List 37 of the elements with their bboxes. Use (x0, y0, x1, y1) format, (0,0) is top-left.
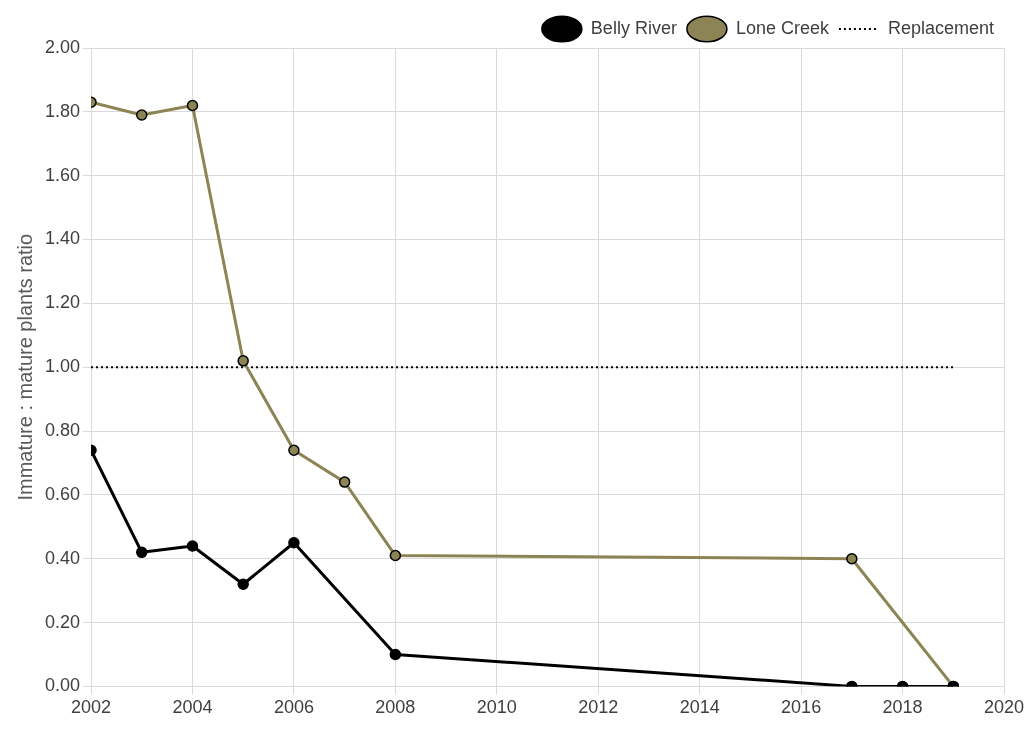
x-tick-label: 2004 (172, 697, 213, 718)
point (389, 549, 402, 562)
point (288, 444, 300, 456)
x-tick-label: 2018 (882, 697, 923, 718)
legend-label: Belly River (590, 17, 677, 38)
x-tick-label: 2006 (273, 697, 314, 718)
legend-label: Lone Creek (735, 17, 830, 38)
point (186, 99, 199, 112)
y-tick-label: 1.80 (44, 100, 81, 121)
y-tick-label: 0.00 (44, 675, 81, 696)
point (389, 648, 402, 661)
point (237, 355, 249, 367)
x-tick-label: 2010 (476, 697, 517, 718)
y-axis-title: Immature : mature plants ratio (13, 233, 36, 501)
legend-label: Replacement (887, 17, 994, 38)
point (288, 537, 300, 549)
y-tick-label: 1.00 (44, 356, 81, 377)
point (136, 546, 148, 559)
x-tick-label: 2012 (578, 697, 619, 718)
y-tick-label: 2.00 (44, 36, 81, 57)
x-tick-label: 2014 (679, 697, 720, 718)
y-tick-label: 0.20 (44, 611, 81, 632)
point (186, 540, 199, 552)
y-tick-label: 0.60 (44, 483, 81, 504)
x-tick-label: 2002 (71, 697, 112, 718)
point (237, 578, 249, 591)
x-tick-label: 2020 (983, 697, 1025, 718)
y-tick-label: 0.80 (44, 420, 81, 441)
point (846, 552, 858, 565)
y-tick-label: 1.40 (44, 228, 81, 249)
y-tick-label: 1.20 (44, 292, 81, 313)
x-tick-label: 2008 (375, 697, 416, 718)
y-tick-label: 0.40 (44, 547, 81, 568)
point (136, 109, 148, 121)
x-tick-label: 2016 (781, 697, 822, 718)
point (338, 476, 351, 488)
y-tick-label: 1.60 (44, 164, 81, 185)
